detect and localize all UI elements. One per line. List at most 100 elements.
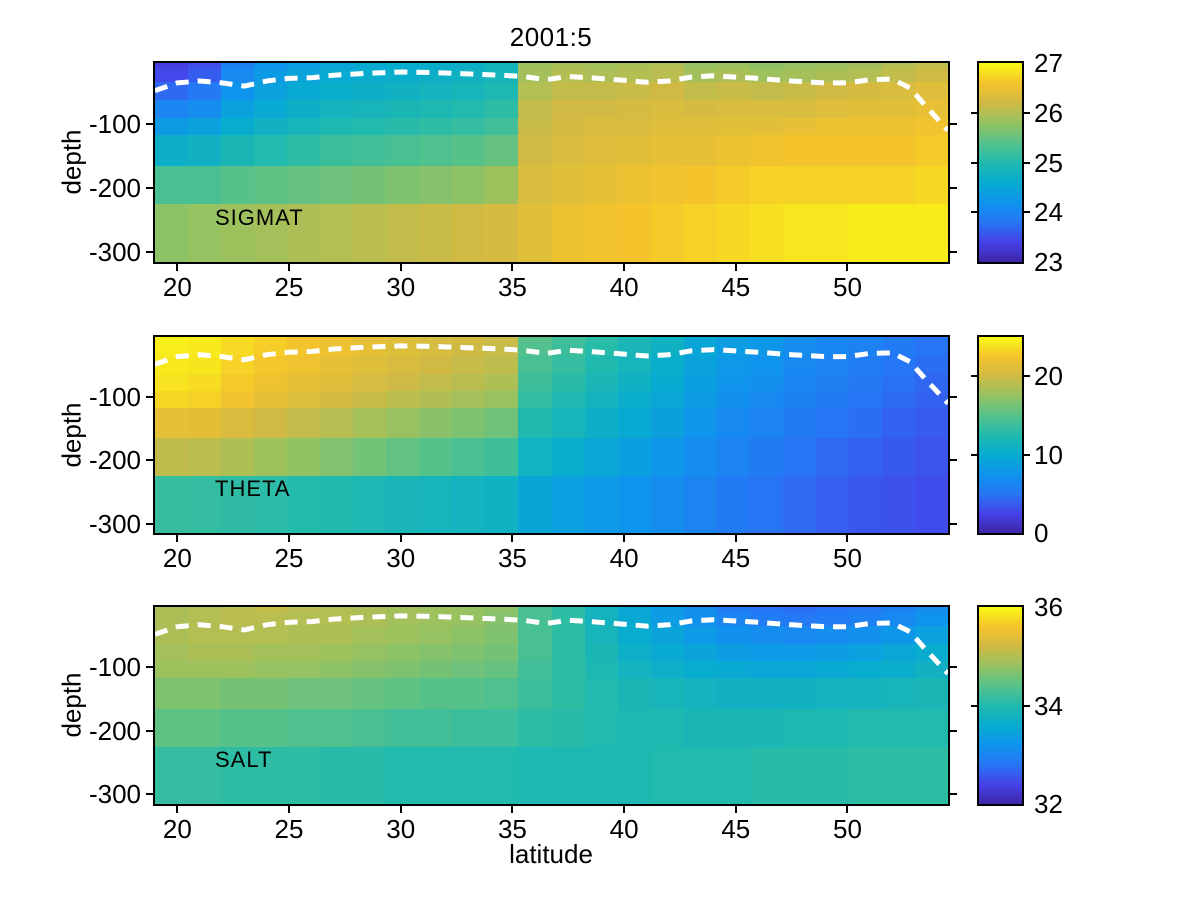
heatmap-cell: [518, 118, 552, 135]
heatmap-cell: [552, 709, 585, 747]
heatmap-cell: [717, 626, 750, 644]
heatmap-cell: [452, 100, 485, 118]
heatmap-cell: [750, 661, 783, 678]
heatmap-cell: [254, 747, 287, 804]
x-tick-label: 40: [609, 543, 639, 573]
heatmap-cell: [783, 204, 816, 262]
heatmap-cell: [188, 678, 221, 709]
heatmap-cell: [783, 438, 816, 476]
heatmap-cell: [585, 100, 618, 118]
heatmap-cell: [419, 374, 452, 391]
heatmap-cell: [485, 626, 518, 644]
y-tick-label: -100: [88, 108, 141, 139]
heatmap-cell: [585, 204, 618, 262]
heatmap-cell: [651, 391, 684, 408]
heatmap-cell: [684, 82, 717, 100]
x-tick-label: 25: [274, 272, 304, 302]
heatmap-cell: [188, 644, 221, 661]
heatmap-cell: [585, 438, 618, 476]
heatmap-cell: [651, 626, 684, 644]
heatmap-cell: [816, 607, 849, 613]
heatmap-cell: [221, 661, 254, 678]
heatmap-cell: [221, 166, 254, 204]
heatmap-cell: [188, 69, 221, 82]
heatmap-cell: [783, 408, 816, 438]
heatmap-cell: [485, 63, 518, 69]
heatmap-cell: [452, 438, 485, 476]
heatmap-cell: [353, 166, 386, 204]
heatmap-cell: [750, 82, 783, 100]
heatmap-cell: [221, 709, 254, 747]
heatmap-cell: [651, 118, 684, 135]
heatmap-cell: [849, 476, 882, 533]
heatmap-cell: [882, 69, 915, 82]
heatmap-cell: [419, 337, 452, 343]
x-tick: [176, 264, 179, 271]
heatmap-cell: [419, 476, 452, 533]
heatmap-cell: [254, 135, 287, 166]
heatmap-cell: [849, 678, 882, 709]
heatmap-cell: [783, 607, 816, 613]
heatmap-cell: [518, 607, 552, 613]
heatmap-cell: [518, 438, 552, 476]
heatmap-cell: [287, 82, 320, 100]
heatmap-cell: [320, 661, 353, 678]
heatmap-cell: [651, 69, 684, 82]
y-tick-label: -200: [88, 715, 141, 746]
heatmap-cell: [915, 337, 948, 343]
heatmap-cell: [155, 118, 188, 135]
heatmap-cell: [750, 391, 783, 408]
heatmap-cell: [452, 337, 485, 343]
heatmap-cell: [485, 476, 518, 533]
heatmap-cell: [849, 408, 882, 438]
y-tick-label: -100: [88, 652, 141, 683]
heatmap-cell: [188, 626, 221, 644]
heatmap-cell: [816, 613, 849, 626]
heatmap-cell: [485, 337, 518, 343]
colorbar-salt: [979, 607, 1022, 804]
heatmap-cell: [155, 166, 188, 204]
heatmap-cell: [518, 374, 552, 391]
heatmap-cell: [452, 644, 485, 661]
heatmap-cell: [915, 747, 948, 804]
heatmap-cell: [915, 661, 948, 678]
heatmap-cell: [386, 204, 419, 262]
heatmap-cell: [915, 476, 948, 533]
heatmap-cell: [915, 607, 948, 613]
heatmap-cell: [221, 408, 254, 438]
heatmap-cell: [221, 118, 254, 135]
y-tick: [146, 396, 153, 399]
heatmap-cell: [816, 166, 849, 204]
heatmap-cell: [915, 613, 948, 626]
heatmap-cell: [651, 204, 684, 262]
y-axis-label-depth-salt: depth: [56, 672, 87, 738]
heatmap-cell: [684, 644, 717, 661]
heatmap-cell: [915, 356, 948, 374]
heatmap-cell: [915, 63, 948, 69]
y-tick-right: [950, 122, 957, 125]
heatmap-cell: [783, 678, 816, 709]
heatmap-cell: [287, 374, 320, 391]
heatmap-cell: [485, 100, 518, 118]
heatmap-cell: [353, 118, 386, 135]
heatmap-cell: [221, 69, 254, 82]
heatmap-cell: [320, 166, 353, 204]
heatmap-cell: [750, 709, 783, 747]
heatmap-cell: [915, 678, 948, 709]
heatmap-cell: [552, 166, 585, 204]
x-tick: [846, 535, 849, 542]
heatmap-cell: [651, 438, 684, 476]
heatmap-cell: [452, 374, 485, 391]
heatmap-cell: [419, 118, 452, 135]
heatmap-cell: [717, 747, 750, 804]
y-tick-label: -300: [88, 237, 141, 268]
heatmap-cell: [849, 100, 882, 118]
heatmap-cell: [155, 644, 188, 661]
heatmap-cell: [552, 747, 585, 804]
x-tick: [846, 264, 849, 271]
heatmap-cell: [882, 613, 915, 626]
heatmap-cell: [386, 644, 419, 661]
colorbar-tick-label: 32: [1034, 789, 1063, 819]
heatmap-cell: [419, 438, 452, 476]
